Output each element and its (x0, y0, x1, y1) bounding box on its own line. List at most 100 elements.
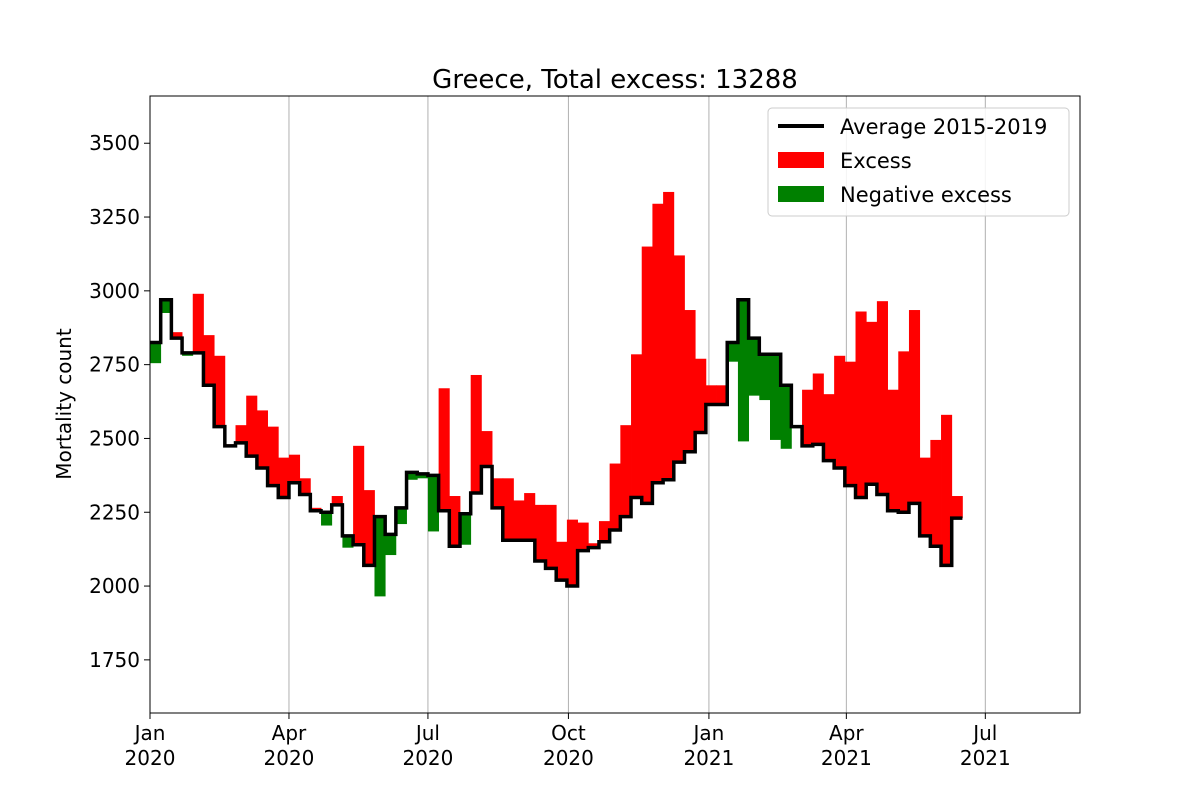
y-tick-label-3250: 3250 (89, 205, 140, 229)
x-tick-year-0: 2020 (125, 746, 176, 770)
excess-bar-75 (951, 496, 963, 519)
negative-excess-bar-58 (770, 354, 782, 440)
excess-bar-42 (598, 521, 611, 542)
negative-excess-bar-1 (160, 299, 172, 313)
y-tick-label-2500: 2500 (89, 426, 140, 450)
x-tick-month-6: Jul (971, 721, 997, 745)
negative-excess-bar-26 (427, 475, 440, 532)
excess-bar-73 (930, 439, 942, 547)
average-line (150, 297, 963, 588)
legend-label-0: Average 2015-2019 (840, 115, 1047, 139)
y-tick-label-2250: 2250 (89, 500, 140, 524)
excess-bar-20 (363, 490, 375, 566)
y-axis-ticks: 1750 2000 2250 2500 2750 3000 3250 3500 (89, 131, 150, 672)
excess-bar-49 (673, 255, 685, 463)
excess-bar-6 (214, 355, 226, 427)
excess-bar-38 (556, 541, 568, 581)
excess-bar-41 (588, 543, 600, 548)
excess-bar-36 (534, 504, 546, 561)
excess-bar-33 (502, 478, 514, 541)
negative-excess-bar-54 (727, 342, 739, 362)
negative-excess-bar-0 (150, 342, 162, 364)
legend-box (767, 107, 1070, 217)
excess-bar-43 (609, 463, 621, 530)
negative-excess-bar-55 (737, 299, 750, 442)
excess-bar-68 (876, 301, 888, 495)
x-tick-year-2: 2020 (402, 746, 453, 770)
excess-bar-2 (171, 332, 183, 339)
excess-bar-13 (288, 454, 301, 483)
excess-bar-37 (545, 504, 557, 569)
excess-bar-64 (834, 355, 846, 468)
negative-excess-bar-21 (374, 516, 386, 597)
x-tick-year-6: 2021 (960, 746, 1011, 770)
x-tick-month-5: Apr (829, 721, 864, 745)
excess-bar-74 (941, 414, 953, 566)
x-tick-month-2: Jul (414, 721, 440, 745)
excess-bar-67 (866, 321, 878, 485)
excess-bar-69 (887, 389, 899, 511)
excess-bar-71 (908, 310, 921, 504)
excess-bar-34 (513, 500, 525, 541)
x-tick-month-1: Apr (272, 721, 307, 745)
excess-bar-35 (524, 493, 536, 541)
legend-swatch-1 (778, 152, 824, 168)
average-line-layer (150, 297, 963, 588)
excess-bar-32 (492, 478, 504, 508)
excess-bar-48 (663, 191, 675, 480)
excess-bar-51 (695, 358, 707, 433)
negative-excess-bar-18 (342, 535, 354, 548)
excess-bar-10 (256, 410, 268, 468)
excess-bar-5 (203, 335, 215, 386)
x-axis-ticks: Jan2020Apr2020Jul2020Oct2020Jan2021Apr20… (125, 713, 1011, 770)
excess-bar-50 (684, 310, 696, 452)
y-axis-label: Mortality count (52, 328, 76, 480)
y-tick-label-1750: 1750 (89, 648, 140, 672)
x-tick-month-4: Jan (691, 721, 724, 745)
excess-bar-66 (855, 311, 867, 498)
excess-bar-4 (192, 293, 204, 353)
x-tick-year-1: 2020 (264, 746, 315, 770)
x-tick-month-3: Oct (551, 721, 586, 745)
negative-excess-bar-59 (780, 385, 792, 449)
bars (150, 191, 963, 597)
excess-bar-9 (246, 395, 258, 457)
negative-excess-bar-57 (759, 354, 771, 401)
excess-bar-45 (631, 354, 643, 498)
excess-bar-65 (844, 361, 856, 486)
excess-bar-39 (566, 519, 578, 587)
plot-frame (149, 95, 1081, 714)
excess-bar-44 (620, 425, 632, 517)
excess-bar-12 (278, 457, 290, 498)
legend-swatch-2 (778, 186, 824, 202)
excess-bar-11 (267, 426, 279, 486)
excess-bar-31 (481, 431, 493, 467)
y-tick-label-3000: 3000 (89, 279, 140, 303)
legend-label-2: Negative excess (840, 183, 1012, 207)
y-tick-label-2000: 2000 (89, 574, 140, 598)
y-tick-label-3500: 3500 (89, 131, 140, 155)
negative-excess-bar-22 (385, 534, 397, 556)
negative-excess-bar-56 (748, 338, 760, 396)
negative-excess-bar-16 (321, 512, 333, 526)
excess-bar-19 (353, 445, 365, 545)
excess-bar-17 (331, 496, 343, 505)
negative-excess-bar-25 (417, 473, 429, 479)
x-tick-month-0: Jan (133, 721, 166, 745)
excess-bar-47 (652, 203, 664, 483)
excess-bar-28 (449, 496, 461, 547)
excess-bar-53 (716, 385, 728, 405)
chart-title: Greece, Total excess: 13288 (432, 65, 798, 95)
excess-bar-8 (235, 425, 247, 443)
negative-excess-bar-23 (395, 507, 407, 525)
excess-bar-72 (919, 457, 931, 536)
excess-bar-27 (438, 388, 450, 511)
excess-bar-62 (812, 373, 824, 445)
x-tick-year-5: 2021 (821, 746, 872, 770)
excess-bar-63 (823, 394, 835, 461)
negative-excess-bar-24 (406, 472, 418, 480)
excess-bar-52 (705, 385, 717, 405)
excess-bar-46 (641, 246, 653, 504)
excess-bar-14 (299, 478, 311, 495)
